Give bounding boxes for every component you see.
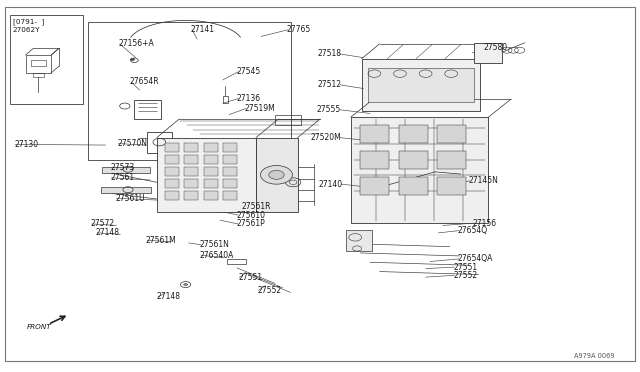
Bar — [360, 125, 389, 143]
Bar — [346, 230, 372, 251]
Bar — [184, 167, 198, 176]
Bar — [204, 155, 218, 164]
Text: 27520M: 27520M — [310, 133, 341, 142]
Bar — [256, 138, 298, 212]
Text: 27765: 27765 — [287, 25, 311, 34]
Text: 27561M: 27561M — [146, 236, 177, 245]
Text: 27570N: 27570N — [117, 139, 147, 148]
Bar — [360, 177, 389, 195]
Bar — [165, 179, 179, 188]
Text: 27130: 27130 — [14, 140, 38, 149]
Bar — [437, 177, 466, 195]
Text: 27552: 27552 — [453, 271, 477, 280]
Text: 27580: 27580 — [483, 43, 508, 52]
Circle shape — [269, 170, 284, 179]
Bar — [204, 179, 218, 188]
Text: A979A 0069: A979A 0069 — [574, 353, 614, 359]
Bar — [223, 143, 237, 152]
Text: 275610: 275610 — [237, 211, 266, 219]
Text: 27561R: 27561R — [242, 202, 271, 211]
Text: 27654Q: 27654Q — [458, 226, 488, 235]
Bar — [223, 179, 237, 188]
Circle shape — [131, 58, 134, 61]
Bar — [102, 167, 150, 173]
Bar — [227, 259, 246, 264]
Bar — [362, 59, 480, 111]
Text: 27552: 27552 — [257, 286, 282, 295]
Bar — [204, 191, 218, 200]
Bar — [10, 15, 83, 104]
Text: 27140: 27140 — [318, 180, 342, 189]
Text: 27148: 27148 — [157, 292, 181, 301]
Text: 27519M: 27519M — [244, 104, 275, 113]
Text: 27145N: 27145N — [468, 176, 499, 185]
Text: 27148: 27148 — [96, 228, 120, 237]
Bar — [399, 125, 428, 143]
Bar — [26, 55, 51, 73]
Text: 27512: 27512 — [317, 80, 341, 89]
Bar — [147, 132, 172, 153]
Text: 27654QA: 27654QA — [458, 254, 493, 263]
Bar — [223, 191, 237, 200]
Text: 276540A: 276540A — [200, 251, 234, 260]
Text: 27551: 27551 — [453, 263, 477, 272]
Bar — [184, 143, 198, 152]
Bar — [204, 143, 218, 152]
Bar — [204, 167, 218, 176]
Text: 27561: 27561 — [110, 173, 134, 182]
Bar — [223, 167, 237, 176]
Bar — [184, 179, 198, 188]
Bar — [33, 73, 44, 77]
Bar — [157, 138, 256, 212]
Bar — [223, 96, 228, 103]
Bar — [275, 115, 301, 125]
Text: [0791-  ]: [0791- ] — [13, 18, 44, 25]
Text: 27518: 27518 — [317, 49, 341, 58]
Circle shape — [260, 166, 292, 184]
Text: 27561P: 27561P — [237, 219, 266, 228]
Bar — [165, 167, 179, 176]
Bar — [223, 155, 237, 164]
Text: 27551: 27551 — [238, 273, 262, 282]
Bar — [399, 177, 428, 195]
Bar — [165, 143, 179, 152]
Text: 27156: 27156 — [472, 219, 497, 228]
Bar — [351, 117, 488, 223]
Bar — [184, 155, 198, 164]
Bar — [437, 125, 466, 143]
Text: 27545: 27545 — [237, 67, 261, 76]
Bar — [437, 151, 466, 169]
Bar — [399, 151, 428, 169]
Text: 27141: 27141 — [191, 25, 215, 34]
Bar — [165, 155, 179, 164]
Bar — [101, 187, 151, 193]
Bar — [88, 22, 291, 160]
Text: 27654R: 27654R — [130, 77, 159, 86]
Bar — [165, 191, 179, 200]
Text: 27561N: 27561N — [200, 240, 230, 249]
Text: 27136: 27136 — [237, 94, 261, 103]
Text: 27062Y: 27062Y — [13, 27, 40, 33]
Text: 27561U: 27561U — [115, 194, 145, 203]
Bar — [134, 100, 161, 119]
Text: 27156+A: 27156+A — [118, 39, 154, 48]
Bar — [474, 43, 502, 63]
Text: FRONT: FRONT — [27, 324, 51, 330]
Text: 27572: 27572 — [91, 219, 115, 228]
Circle shape — [184, 283, 188, 286]
Bar — [368, 68, 474, 102]
Text: 27573: 27573 — [110, 163, 134, 172]
Bar — [184, 191, 198, 200]
Text: 27555: 27555 — [317, 105, 341, 114]
Bar — [360, 151, 389, 169]
